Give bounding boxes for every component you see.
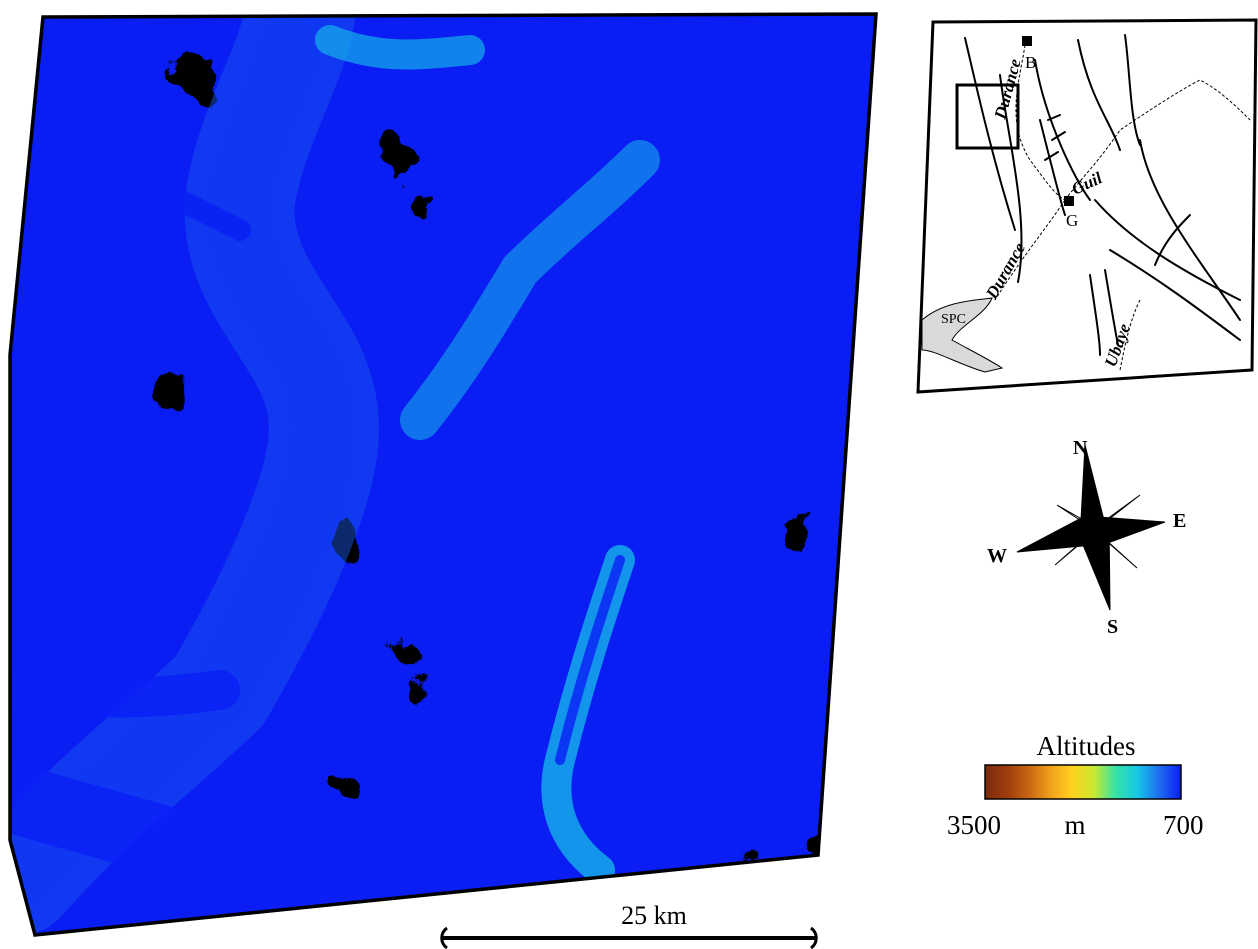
label-g: G: [1066, 211, 1078, 230]
compass-rose: N E S W: [987, 437, 1186, 638]
legend-title: Altitudes: [1037, 731, 1136, 761]
compass-w: W: [987, 545, 1007, 567]
town-g-marker: [1064, 196, 1074, 206]
town-b-marker: [1022, 36, 1032, 46]
altitude-legend: Altitudes 3500 m 700: [947, 731, 1204, 840]
location-inset: B G SPC Durance Durance Guil Ubaye: [916, 18, 1258, 394]
elevation-map: [10, 14, 876, 935]
map-frame: [8, 12, 878, 937]
legend-min-label: 700: [1163, 810, 1204, 840]
legend-unit-label: m: [1064, 810, 1085, 840]
legend-color-bar: [984, 764, 1182, 800]
scale-bar-label: 25 km: [621, 901, 687, 930]
fault-lines: [964, 34, 1241, 356]
inset-frame: [916, 18, 1258, 394]
valley-network: [10, 14, 876, 935]
study-area-box: [955, 83, 1020, 150]
compass-n: N: [1073, 437, 1088, 459]
rivers: [994, 44, 1251, 371]
label-spc: SPC: [941, 312, 966, 327]
compass-s: S: [1107, 616, 1118, 638]
label-b: B: [1025, 53, 1036, 72]
spc-lake: [921, 297, 1004, 373]
compass-main-points: [1016, 444, 1166, 611]
legend-max-label: 3500: [947, 810, 1001, 840]
compass-e: E: [1173, 510, 1186, 532]
scale-bar: 25 km: [440, 901, 818, 949]
